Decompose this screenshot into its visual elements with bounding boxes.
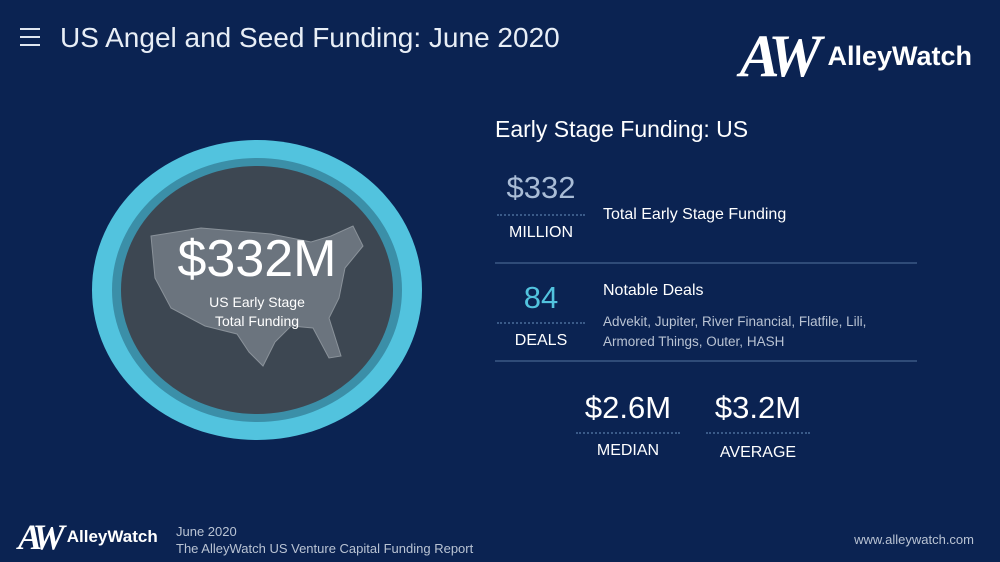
- caption-line: Total Funding: [214, 313, 300, 329]
- footer-date: June 2020: [176, 524, 237, 539]
- footer-report: The AlleyWatch US Venture Capital Fundin…: [176, 541, 474, 556]
- divider: [495, 262, 917, 264]
- deals-label: Notable Deals: [603, 282, 704, 299]
- logo-mark: AW: [739, 23, 822, 89]
- deals-value: 84: [523, 280, 559, 315]
- logo-mark: AW: [18, 517, 65, 557]
- logo-text: AlleyWatch: [66, 527, 158, 546]
- caption-line: US Early Stage: [209, 294, 305, 310]
- menu-button[interactable]: [20, 28, 40, 46]
- total-label: Total Early Stage Funding: [603, 206, 787, 223]
- deals-list: Advekit, Jupiter, River Financial, Flatf…: [603, 314, 867, 329]
- median-value: $2.6M: [584, 390, 672, 425]
- page-title: US Angel and Seed Funding: June 2020: [60, 22, 560, 53]
- deals-list: Armored Things, Outer, HASH: [603, 334, 785, 349]
- logo-text: AlleyWatch: [827, 41, 972, 71]
- median-unit: MEDIAN: [596, 442, 660, 459]
- alleywatch-logo[interactable]: AW AlleyWatch: [740, 22, 972, 91]
- funding-circle: $332M US Early Stage Total Funding: [92, 140, 422, 440]
- average-value: $3.2M: [714, 390, 802, 425]
- average-unit: AVERAGE: [719, 444, 797, 461]
- total-value: $332: [506, 170, 576, 205]
- total-funding-amount: $332M: [177, 230, 337, 288]
- website-link[interactable]: www.alleywatch.com: [854, 532, 974, 547]
- total-unit: MILLION: [508, 224, 573, 241]
- footer-logo[interactable]: AW AlleyWatch: [18, 516, 158, 558]
- divider: [495, 360, 917, 362]
- panel-heading: Early Stage Funding: US: [495, 116, 749, 142]
- hamburger-icon: [20, 28, 40, 30]
- us-map-icon: [150, 225, 364, 367]
- deals-unit: DEALS: [514, 332, 568, 349]
